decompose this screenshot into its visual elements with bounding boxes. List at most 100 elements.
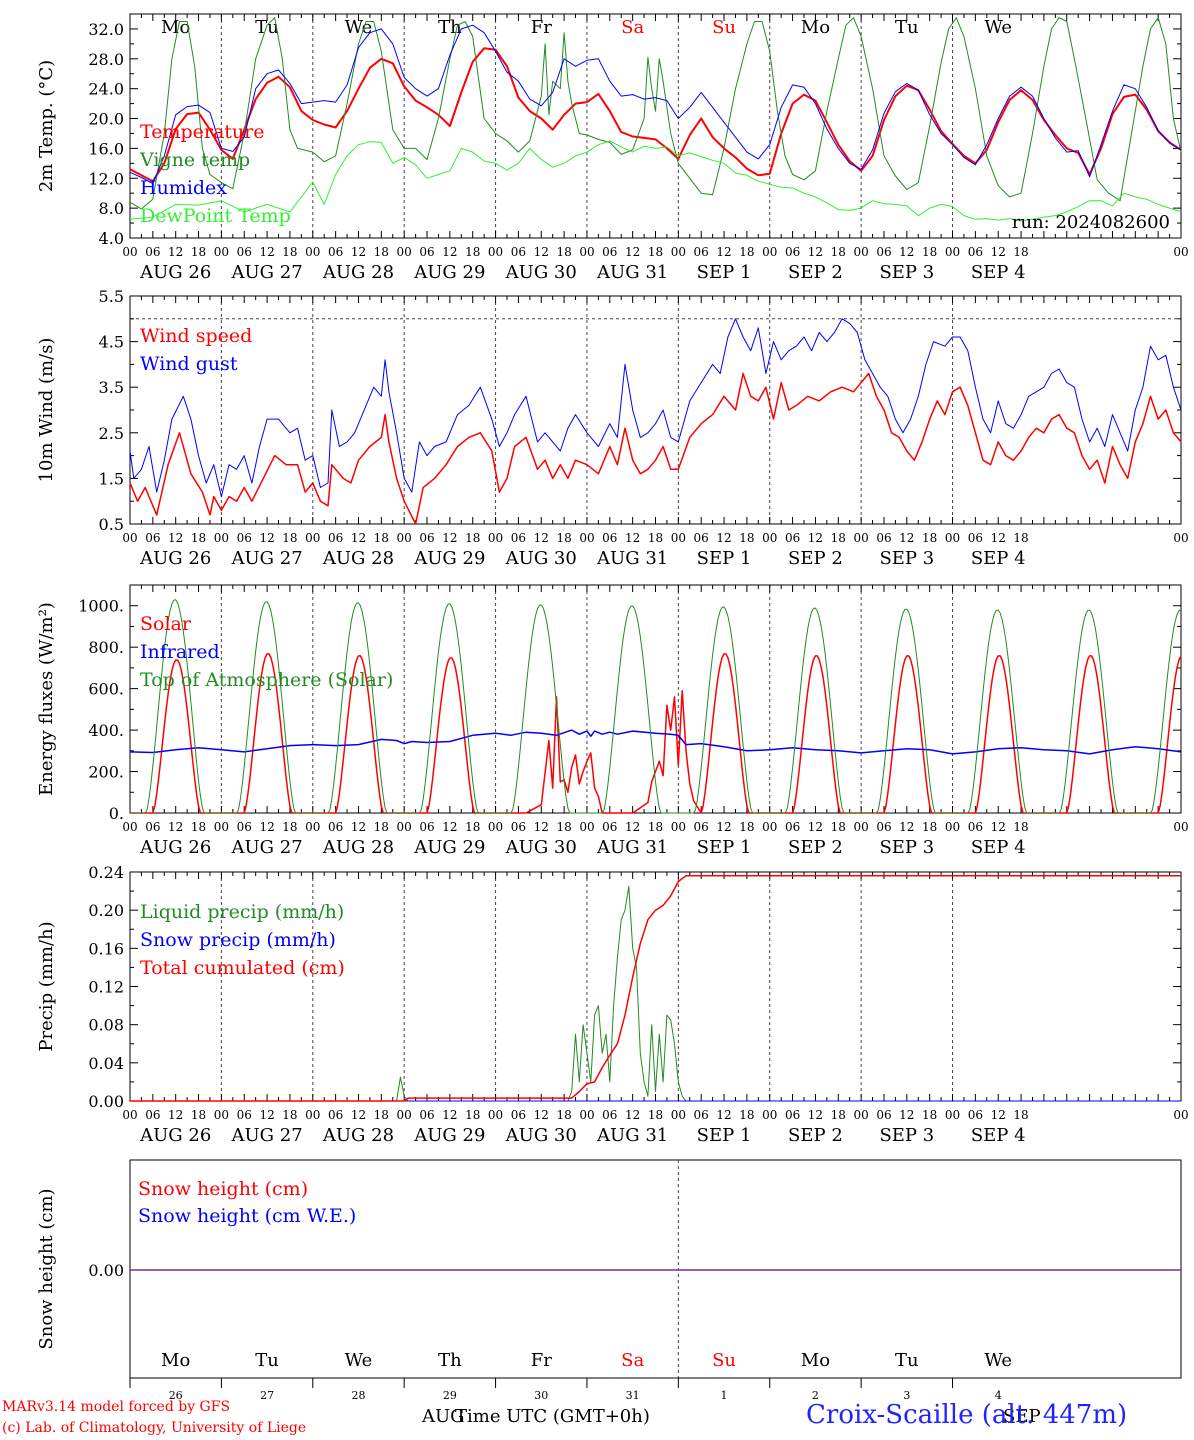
hour-label: 12 [168,245,183,259]
hour-label: 18 [556,245,571,259]
date-label: AUG 27 [230,262,302,283]
hour-label: 18 [282,1108,297,1122]
hour-label: 00 [853,531,868,545]
series-line-total-cumulated-cm- [130,875,1181,1102]
hour-label: 12 [534,245,549,259]
hour-label: 12 [991,1108,1006,1122]
date-label: SEP 3 [879,1125,934,1146]
hour-label: 18 [922,245,937,259]
hour-label: 00 [945,531,960,545]
hour-label: 00 [671,1108,686,1122]
month-right-label: SEP [1003,1406,1041,1427]
legend-entry: Wind speed [140,325,252,347]
hour-label: 06 [602,531,617,545]
hour-label: 12 [168,820,183,834]
y-axis-label: Snow height (cm) [36,1188,57,1349]
day-number-label: 3 [903,1389,910,1402]
hour-label: 12 [351,820,366,834]
hour-label: 18 [191,245,206,259]
y-tick-label: 20.0 [88,110,124,129]
hour-label: 12 [808,820,823,834]
weekday-label: Mo [161,17,190,38]
hour-label: 00 [397,820,412,834]
hour-label: 00 [305,245,320,259]
hour-label: 06 [511,1108,526,1122]
hour-label: 06 [145,820,160,834]
y-tick-label: 0.20 [88,901,124,920]
hour-label: 12 [899,820,914,834]
hour-label: 00 [214,531,229,545]
y-tick-label: 32.0 [88,20,124,39]
hour-label: 00 [853,820,868,834]
date-label: AUG 31 [596,837,668,858]
hour-label: 12 [808,1108,823,1122]
hour-label: 18 [648,820,663,834]
hour-label: 06 [968,531,983,545]
hour-label: 12 [716,1108,731,1122]
panel-5-frame [129,1159,1182,1379]
weekday-label: Fr [531,17,552,38]
weekday-label: We [984,17,1012,38]
hour-label: 18 [465,1108,480,1122]
hour-label: 18 [831,820,846,834]
legend-entry: Liquid precip (mm/h) [140,901,344,923]
hour-label: 06 [876,1108,891,1122]
hour-label: 06 [237,531,252,545]
date-label: SEP 2 [788,837,843,858]
hour-label: 18 [739,820,754,834]
legend-entry: DewPoint Temp [140,205,291,227]
series-line-humidex [129,24,1182,184]
date-label: AUG 26 [139,262,211,283]
legend-entry: Top of Atmosphere (Solar) [140,669,393,691]
series-line-top-of-atmosphere-solar- [130,599,1182,814]
hour-label: 06 [968,245,983,259]
y-tick-label: 0.08 [88,1016,124,1035]
hour-label: 06 [785,820,800,834]
legend-entry: Temperature [140,121,264,143]
date-label: AUG 27 [230,548,302,569]
weekday-label: Tu [895,17,919,38]
hour-label: 06 [328,820,343,834]
hour-label: 12 [716,245,731,259]
hour-label: 00 [945,1108,960,1122]
hour-label: 00 [579,245,594,259]
lab-credit: (c) Lab. of Climatology, University of L… [2,1420,307,1436]
hour-label: 18 [739,1108,754,1122]
y-tick-label: 24.0 [88,80,124,99]
month-left-label: AUG [422,1406,465,1427]
hour-label: 18 [831,245,846,259]
series-line-solar [130,653,1182,814]
hour-label: 06 [237,1108,252,1122]
hour-label: 18 [465,245,480,259]
hour-label: 18 [739,245,754,259]
hour-label: 18 [648,245,663,259]
weekday-label: Su [712,17,736,38]
date-label: SEP 4 [971,548,1026,569]
date-label: SEP 1 [697,1125,752,1146]
date-label: SEP 3 [879,262,934,283]
y-tick-label: 0.04 [88,1054,124,1073]
hour-label: 06 [511,820,526,834]
hour-label: 12 [899,1108,914,1122]
weekday-label: Mo [161,1350,190,1371]
y-tick-label: 400. [88,721,124,740]
hour-label: 18 [374,531,389,545]
y-tick-label: 8.0 [99,199,124,218]
legend-entry: Vigne temp [139,149,250,171]
hour-label: 12 [991,820,1006,834]
hour-label: 00 [122,820,137,834]
series-line-infrared [129,729,1182,755]
hour-label: 00 [762,820,777,834]
hour-label: 12 [716,531,731,545]
hour-label: 12 [534,531,549,545]
hour-label: 12 [259,820,274,834]
date-label: SEP 2 [788,262,843,283]
legend-entry: Wind gust [140,353,238,375]
y-tick-label: 4.5 [99,333,124,352]
weekday-label: Tu [255,17,279,38]
hour-label: 00 [853,1108,868,1122]
y-axis-label: Precip (mm/h) [36,921,57,1051]
hour-label: 18 [1013,245,1028,259]
hour-label: 06 [602,1108,617,1122]
hour-label: 12 [625,1108,640,1122]
